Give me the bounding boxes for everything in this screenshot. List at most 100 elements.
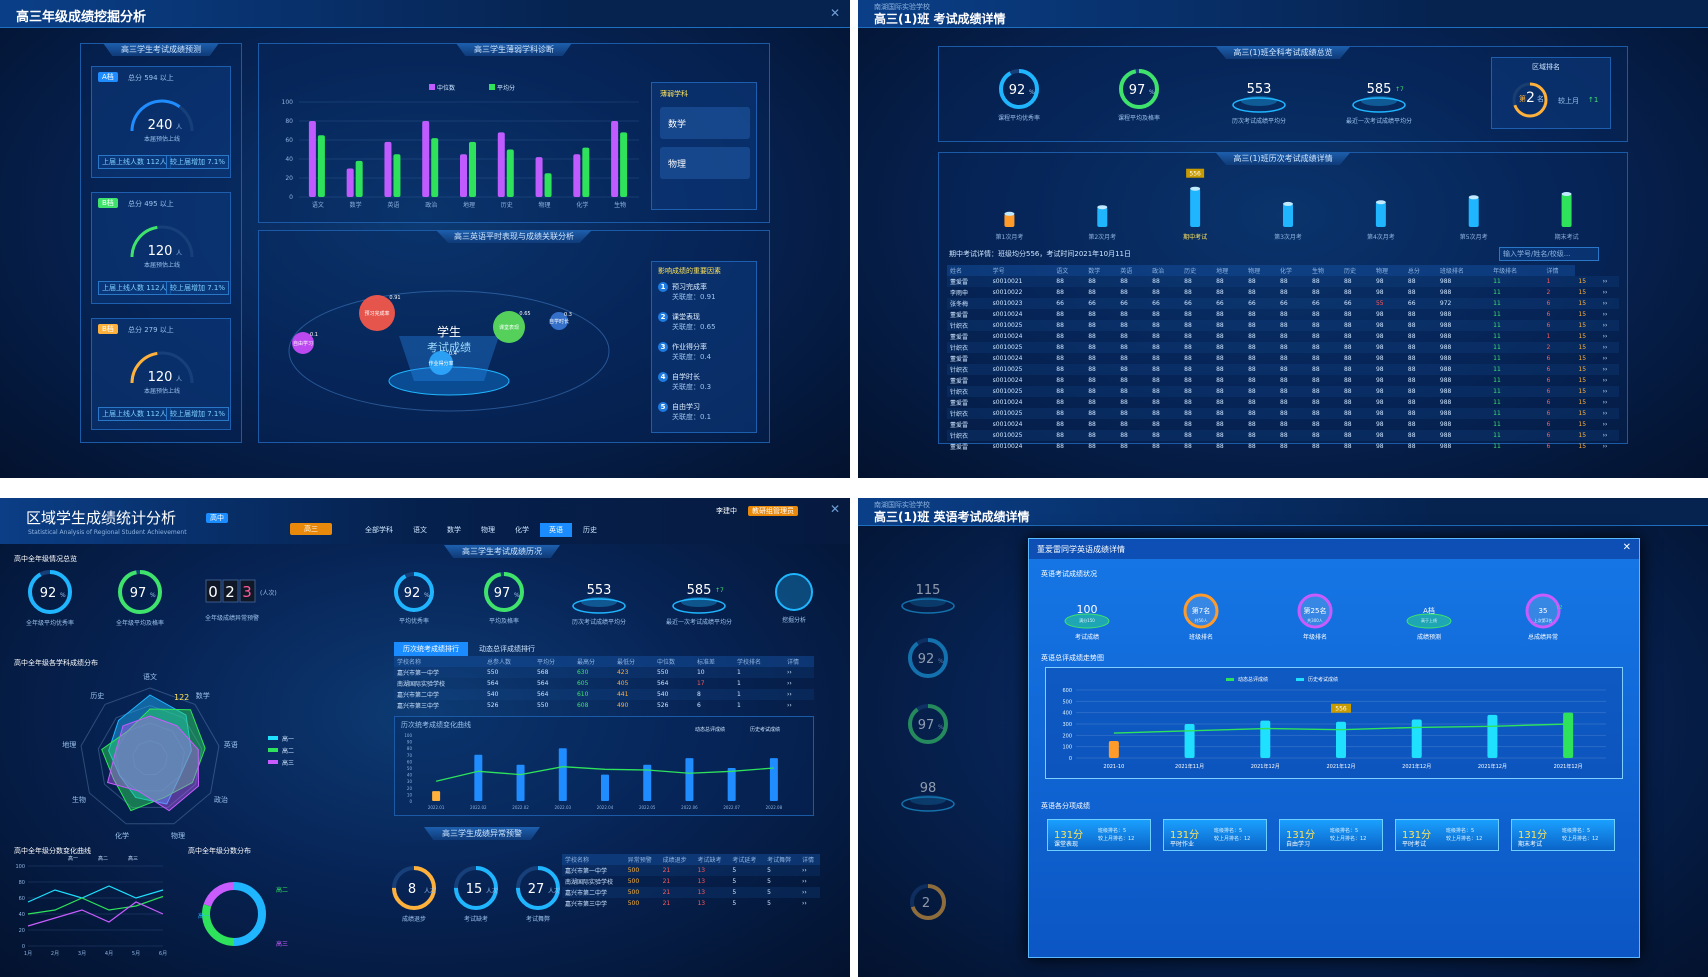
table-row[interactable]: 董爱雷 s0010024 88 88 88 88 88 88 88 88 88 88 98 88 988 11…	[947, 441, 1619, 452]
english-trend-chart: 0 100 200 300 400 500 600 动态总评成绩 历史考试成绩 556 2021-1…	[1062, 676, 1606, 770]
close-icon[interactable]: ✕	[829, 502, 840, 516]
tab-dynamic-rank[interactable]: 动态总评成绩排行	[479, 645, 535, 653]
table-row[interactable]: 嘉兴市第一中学 550 568 630 423 550 10 1 ››	[394, 667, 814, 678]
table-cell: 88	[1120, 377, 1128, 384]
tab-exam-rank[interactable]: 历次统考成绩排行	[394, 642, 468, 656]
column-header[interactable]: 生物	[1309, 265, 1341, 276]
weak-subject-physics[interactable]: 物理	[660, 147, 750, 179]
table-row[interactable]: 针织衣 s0010025 88 88 88 88 88 88 88 88 88 88 98 88 988 11…	[947, 430, 1619, 441]
table-row[interactable]: 嘉兴市第三中学 526 550 608 490 526 6 1 ››	[394, 700, 814, 711]
column-header[interactable]: 学校名称	[394, 656, 484, 667]
table-row[interactable]: 针织衣 s0010025 88 88 88 88 88 88 88 88 88 88 98 88 988 11…	[947, 386, 1619, 397]
table-cell: 630	[573, 667, 614, 678]
student-search-input[interactable]: 输入学号/姓名/校级...	[1499, 247, 1599, 261]
subscore-card[interactable]: 131分 平时作业 班级排名：5 较上月排名：12	[1163, 819, 1267, 851]
table-cell: 988	[1436, 342, 1491, 353]
column-header[interactable]: 成绩退步	[659, 854, 695, 865]
column-header[interactable]: 总分	[1404, 265, 1437, 276]
column-header[interactable]: 标准差	[693, 656, 734, 667]
column-header[interactable]: 学校名称	[562, 854, 625, 865]
column-header[interactable]: 最高分	[573, 656, 614, 667]
column-header[interactable]: 学号	[989, 265, 1054, 276]
column-header[interactable]: 平均分	[533, 656, 574, 667]
table-row[interactable]: 嘉兴市第二中学 540 564 610 441 540 8 1 ››	[394, 689, 814, 700]
table-row[interactable]: 李雨申 s0010022 88 88 88 88 88 88 88 88 88 88 98 88 988 11…	[947, 287, 1619, 298]
table-row[interactable]: 针织衣 s0010025 88 88 88 88 88 88 88 88 88 88 98 88 988 11…	[947, 320, 1619, 331]
section-title: 英语考试成绩状况	[1041, 570, 1097, 578]
table-cell: 21	[662, 878, 671, 885]
table-row[interactable]: 董爱雷 s0010024 88 88 88 88 88 88 88 88 88 88 98 88 988 11…	[947, 375, 1619, 386]
column-header[interactable]: 详情	[1543, 265, 1576, 276]
column-header[interactable]: 地理	[1213, 265, 1246, 276]
status-label: 班级排名	[1189, 633, 1213, 641]
column-header[interactable]: 物理	[1372, 265, 1405, 276]
column-header[interactable]: 总参人数	[483, 656, 534, 667]
column-header[interactable]: 历史	[1340, 265, 1373, 276]
column-header[interactable]: 最低分	[613, 656, 654, 667]
column-header[interactable]: 详情	[799, 854, 820, 865]
column-header[interactable]: 语文	[1053, 265, 1086, 276]
column-header[interactable]: 政治	[1149, 265, 1182, 276]
column-header[interactable]: 异常预警	[624, 854, 660, 865]
table-row[interactable]: 嘉兴市第一中学 500 21 13 5 5 ››	[562, 865, 820, 876]
subject-tab[interactable]: 全部学科	[365, 526, 393, 534]
table-cell: 88	[1245, 276, 1278, 287]
user-name[interactable]: 李建中	[716, 507, 737, 515]
subscore-card[interactable]: 131分 自由学习 班级排名：5 较上月排名：12	[1279, 819, 1383, 851]
ring-label: 考试缺考	[464, 915, 488, 923]
table-cell: 15	[1575, 320, 1600, 331]
column-header[interactable]: 英语	[1117, 265, 1150, 276]
table-cell: 88	[1245, 408, 1278, 419]
donut-slice	[202, 904, 235, 946]
column-header[interactable]: 考试舞弊	[764, 854, 800, 865]
subject-tab[interactable]: 化学	[515, 526, 529, 534]
column-header[interactable]: 历史	[1181, 265, 1214, 276]
column-header[interactable]: 学校排名	[733, 656, 784, 667]
subject-tab[interactable]: 数学	[447, 526, 461, 534]
modal-header: 董爱雷同学英语成绩详情 ✕	[1029, 539, 1639, 559]
table-row[interactable]: 董爱雷 s0010024 88 88 88 88 88 88 88 88 88 88 98 88 988 11…	[947, 309, 1619, 320]
table-row[interactable]: 董爱雷 s0010021 88 88 88 88 88 88 88 88 88 88 98 88 988 11…	[947, 276, 1619, 287]
level-tag: 高中	[206, 513, 228, 523]
subject-tab[interactable]: 语文	[413, 526, 427, 534]
rank-tabs: 历次统考成绩排行 动态总评成绩排行	[394, 642, 544, 656]
status-sub: 共300人	[1307, 617, 1323, 623]
weak-subject-math[interactable]: 数学	[660, 107, 750, 139]
subject-tab[interactable]: 物理	[481, 526, 495, 534]
column-header[interactable]: 中位数	[653, 656, 694, 667]
column-header[interactable]: 姓名	[947, 265, 990, 276]
column-header[interactable]: 考试缺考	[694, 854, 730, 865]
table-row[interactable]: 嘉兴市第三中学 500 21 13 5 5 ››	[562, 898, 820, 909]
table-row[interactable]: 针织衣 s0010025 88 88 88 88 88 88 88 88 88 88 98 88 988 11…	[947, 408, 1619, 419]
column-header[interactable]: 班级排名	[1436, 265, 1491, 276]
table-row[interactable]: 张冬梅 s0010023 66 66 66 66 66 66 66 66 66 66 55 66 972 11…	[947, 298, 1619, 309]
table-row[interactable]: 嘉兴市第二中学 500 21 13 5 5 ››	[562, 887, 820, 898]
table-row[interactable]: 针织衣 s0010025 88 88 88 88 88 88 88 88 88 88 98 88 988 11…	[947, 364, 1619, 375]
table-row[interactable]: 董爱雷 s0010024 88 88 88 88 88 88 88 88 88 88 98 88 988 11…	[947, 397, 1619, 408]
column-header[interactable]: 数学	[1085, 265, 1118, 276]
column-header[interactable]: 考试延考	[729, 854, 765, 865]
radar-title: 高中全年级各学科成绩分布	[14, 659, 98, 667]
table-cell: 66	[1404, 298, 1437, 309]
column-header[interactable]: 化学	[1277, 265, 1310, 276]
table-row[interactable]: 针织衣 s0010025 88 88 88 88 88 88 88 88 88 88 98 88 988 11…	[947, 342, 1619, 353]
subscore-card[interactable]: 131分 期末考试 班级排名：5 较上月排名：12	[1511, 819, 1615, 851]
subject-tab[interactable]: 英语	[540, 523, 572, 537]
subscore-card[interactable]: 131分 平时考试 班级排名：5 较上月排名：12	[1395, 819, 1499, 851]
table-row[interactable]: 南湖国际实验学校 564 564 605 405 564 17 1 ››	[394, 678, 814, 689]
column-header[interactable]: 物理	[1245, 265, 1278, 276]
column-header[interactable]: 年级排名	[1490, 265, 1544, 276]
bar	[620, 132, 628, 197]
close-icon[interactable]: ✕	[1622, 542, 1631, 553]
subject-tab[interactable]: 历史	[583, 526, 597, 534]
column-header[interactable]: 详情	[783, 656, 814, 667]
table-row[interactable]: 南湖国际实验学校 500 21 13 5 5 ››	[562, 876, 820, 887]
close-icon[interactable]: ✕	[829, 6, 840, 20]
curve-bar	[474, 754, 483, 801]
subscore-card[interactable]: 131分 课堂表现 班级排名：5 较上月排名：12	[1047, 819, 1151, 851]
table-cell: ››	[1599, 386, 1619, 397]
grade-select[interactable]: 高三	[290, 523, 332, 535]
table-row[interactable]: 董爱雷 s0010024 88 88 88 88 88 88 88 88 88 88 98 88 988 11…	[947, 419, 1619, 430]
table-row[interactable]: 董爱雷 s0010024 88 88 88 88 88 88 88 88 88 88 98 88 988 11…	[947, 353, 1619, 364]
table-row[interactable]: 董爱雷 s0010024 88 88 88 88 88 88 88 88 88 88 98 88 988 11…	[947, 331, 1619, 342]
